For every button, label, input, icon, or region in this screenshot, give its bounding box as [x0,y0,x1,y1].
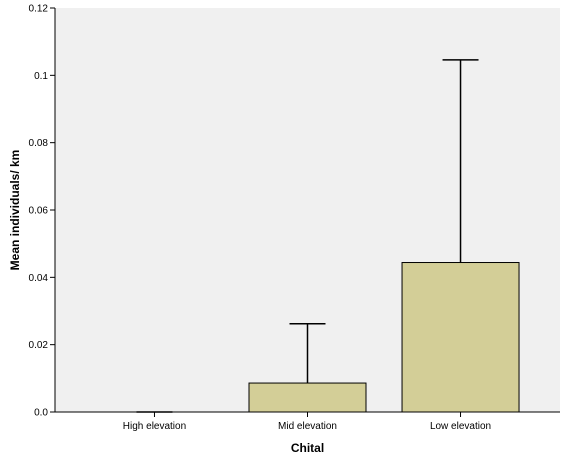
x-tick-label: Mid elevation [278,421,337,432]
y-axis-ticks: 0.0 0.02 0.04 0.06 0.08 0.1 0.12 [29,4,55,419]
y-axis-title: Mean individuals/ km [8,150,22,271]
bar [401,262,520,413]
bar [248,382,367,413]
y-tick-label: 0.12 [29,4,49,15]
y-tick-label: 0.0 [34,408,48,419]
x-axis-ticks: High elevation Mid elevation Low elevation [123,412,491,432]
y-tick-label: 0.06 [29,206,49,217]
y-tick-label: 0.1 [34,71,48,82]
y-tick-label: 0.04 [29,273,49,284]
y-tick-label: 0.08 [29,138,49,149]
error-bars [136,59,479,413]
x-axis-title: Chital [291,441,324,455]
x-tick-label: High elevation [123,421,186,432]
x-tick-label: Low elevation [430,421,491,432]
bars [248,262,520,413]
y-tick-label: 0.02 [29,340,49,351]
